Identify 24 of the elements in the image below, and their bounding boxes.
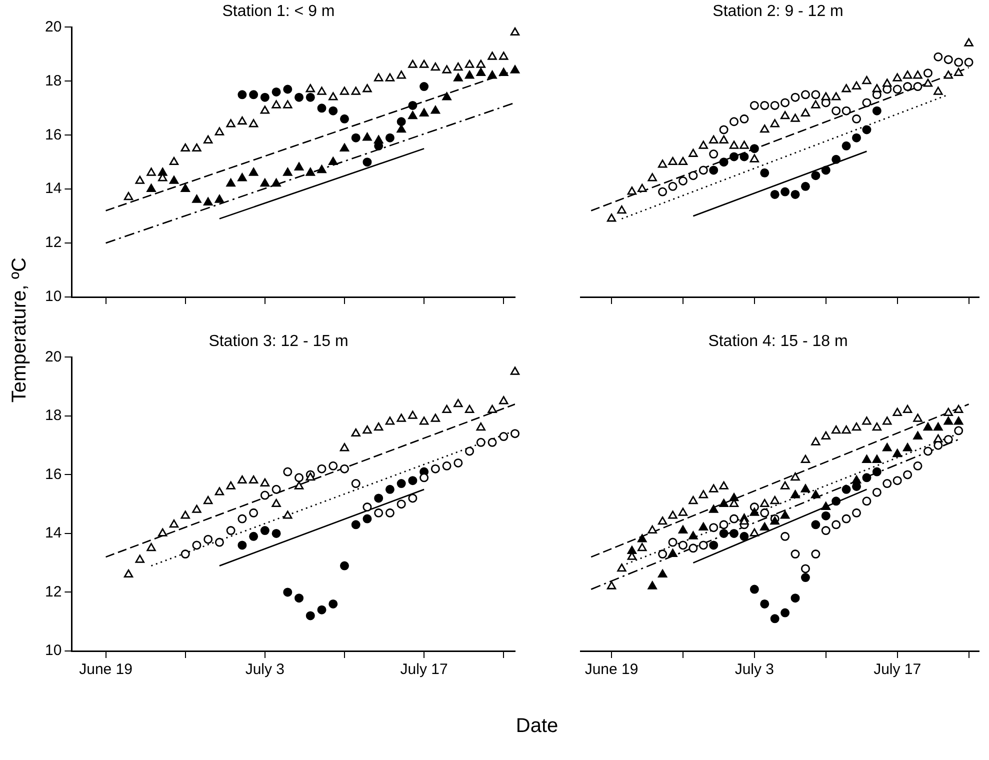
y-tick-label: 18 <box>44 72 62 90</box>
x-tick-label: July 3 <box>734 661 774 678</box>
x-tick-label: July 17 <box>400 661 448 678</box>
x-axis-title: Date <box>516 715 558 738</box>
x-tick-label: June 19 <box>584 661 638 678</box>
x-tick-label: July 17 <box>874 661 922 678</box>
chart-title: Station 4: 15 - 18 m <box>708 333 848 350</box>
y-tick-label: 16 <box>44 126 62 144</box>
y-tick-label: 18 <box>44 407 62 424</box>
y-tick-label: 10 <box>44 288 62 306</box>
chart-title: Station 3: 12 - 15 m <box>208 333 348 350</box>
y-tick-label: 14 <box>44 180 62 198</box>
y-axis-title: Temperature, ºC <box>8 257 32 403</box>
y-tick-label: 16 <box>44 466 62 483</box>
y-tick-label: 12 <box>44 234 62 252</box>
x-tick-label: June 19 <box>79 661 132 678</box>
y-tick-label: 20 <box>44 18 62 36</box>
y-tick-label: 10 <box>44 642 62 660</box>
y-tick-label: 12 <box>44 583 62 600</box>
chart-title: Station 1: < 9 m <box>222 3 335 20</box>
chart-title: Station 2: 9 - 12 m <box>712 3 844 20</box>
y-tick-label: 14 <box>44 524 62 542</box>
y-tick-label: 20 <box>44 348 62 366</box>
x-tick-label: July 3 <box>245 661 285 678</box>
